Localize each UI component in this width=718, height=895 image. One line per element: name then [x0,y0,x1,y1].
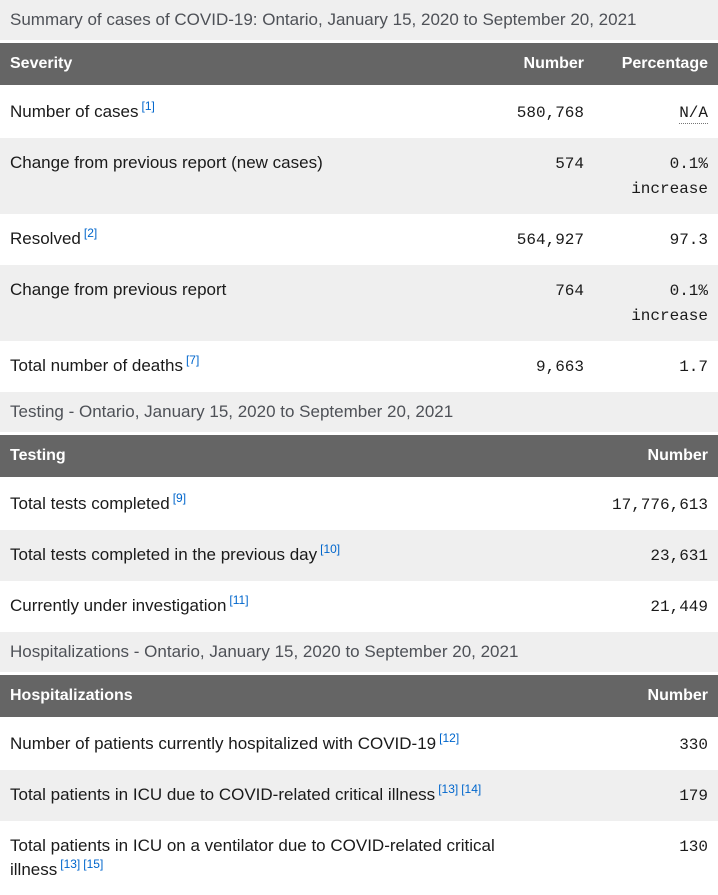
table-row: Currently under investigation [11] 21,449 [0,581,718,632]
footnote-link[interactable]: [2] [83,226,98,241]
row-number-cell: 179 [578,770,718,821]
percentage-value: 0.1% [669,155,708,173]
column-header: Percentage [594,43,718,87]
footnote-link[interactable]: [12] [439,731,460,746]
table-row: Total patients in ICU due to COVID-relat… [0,770,718,821]
row-number-cell: 23,631 [578,530,718,581]
data-table: Testing Number Total tests completed [9] 17,… [0,435,718,632]
footnote-link[interactable]: [10] [320,542,341,557]
header-row: Testing Number [0,435,718,479]
table-row: Total tests completed [9] 17,776,613 [0,478,718,530]
header-row: Hospitalizations Number [0,675,718,719]
row-label-cell: Total tests completed in the previous da… [0,530,578,581]
row-label: Total number of deaths [10,356,183,375]
table-row: Resolved [2] 564,927 97.3 [0,214,718,265]
table-row: Number of cases [1] 580,768 N/A [0,86,718,138]
number-value: 564,927 [516,231,584,249]
row-number-cell: 580,768 [470,86,594,138]
table-row: Change from previous report (new cases) 5… [0,138,718,214]
row-label: Currently under investigation [10,596,227,615]
row-label: Number of patients currently hospitalize… [10,734,437,753]
row-label: Change from previous report (new cases) [10,153,323,172]
footnote-link[interactable]: [1] [141,99,155,114]
footnote-link[interactable]: [13] [60,857,81,872]
footnote-link[interactable]: [15] [83,857,104,872]
footnote-link[interactable]: [7] [185,353,200,368]
row-number-cell: 9,663 [470,341,594,392]
table-caption: Summary of cases of COVID-19: Ontario, J… [0,0,718,40]
row-number-cell: 17,776,613 [578,478,718,530]
number-value: 580,768 [516,104,584,122]
row-label: Total patients in ICU due to COVID-relat… [10,785,436,804]
number-value: 9,663 [535,358,584,376]
row-label: Number of cases [10,102,139,121]
header-row: Severity Number Percentage [0,43,718,87]
row-label-cell: Total number of deaths [7] [0,341,470,392]
table-row: Total patients in ICU on a ventilator du… [0,821,718,895]
column-header: Number [578,675,718,719]
percentage-value: 1.7 [679,358,708,376]
row-percentage-cell: N/A [594,86,718,138]
row-label: Total tests completed in the previous da… [10,545,318,564]
number-value: 23,631 [650,547,708,565]
percentage-direction: increase [631,180,708,198]
table-caption: Hospitalizations - Ontario, January 15, … [0,632,718,672]
column-header: Number [470,43,594,87]
number-value: 21,449 [650,598,708,616]
row-number-cell: 764 [470,265,594,341]
row-label-cell: Number of patients currently hospitalize… [0,718,578,770]
percentage-direction: increase [631,307,708,325]
row-label-cell: Total patients in ICU on a ventilator du… [0,821,578,895]
footnote-link[interactable]: [13] [438,782,459,797]
table-caption: Testing - Ontario, January 15, 2020 to S… [0,392,718,432]
row-number-cell: 564,927 [470,214,594,265]
table-row: Change from previous report 764 0.1% increa… [0,265,718,341]
row-percentage-cell: 97.3 [594,214,718,265]
number-value: 330 [679,736,708,754]
table-row: Number of patients currently hospitalize… [0,718,718,770]
row-label-cell: Change from previous report (new cases) [0,138,470,214]
row-label-cell: Total tests completed [9] [0,478,578,530]
number-value: 130 [679,838,708,856]
row-label: Resolved [10,229,81,248]
row-percentage-cell: 0.1% increase [594,265,718,341]
percentage-value-abbr: N/A [679,104,708,124]
row-label-cell: Currently under investigation [11] [0,581,578,632]
row-label: Change from previous report [10,280,227,299]
footnote-link[interactable]: [11] [229,593,249,608]
row-label: Total tests completed [10,494,170,513]
row-percentage-cell: 0.1% increase [594,138,718,214]
percentage-value: 0.1% [669,282,708,300]
number-value: 179 [679,787,708,805]
table-row: Total number of deaths [7] 9,663 1.7 [0,341,718,392]
number-value: 764 [555,282,584,300]
row-label-cell: Number of cases [1] [0,86,470,138]
row-percentage-cell: 1.7 [594,341,718,392]
column-header: Number [578,435,718,479]
footnote-link[interactable]: [14] [461,782,482,797]
row-number-cell: 130 [578,821,718,895]
row-number-cell: 21,449 [578,581,718,632]
row-number-cell: 330 [578,718,718,770]
column-header: Hospitalizations [0,675,578,719]
row-label-cell: Resolved [2] [0,214,470,265]
column-header: Testing [0,435,578,479]
row-label-cell: Change from previous report [0,265,470,341]
row-number-cell: 574 [470,138,594,214]
row-label-cell: Total patients in ICU due to COVID-relat… [0,770,578,821]
table-row: Total tests completed in the previous da… [0,530,718,581]
data-table: Severity Number Percentage Number of cases[… [0,43,718,392]
number-value: 574 [555,155,584,173]
number-value: 17,776,613 [611,496,708,514]
percentage-value: 97.3 [669,231,708,249]
column-header: Severity [0,43,470,87]
data-table: Hospitalizations Number Number of patients… [0,675,718,895]
footnote-link[interactable]: [9] [172,491,187,506]
